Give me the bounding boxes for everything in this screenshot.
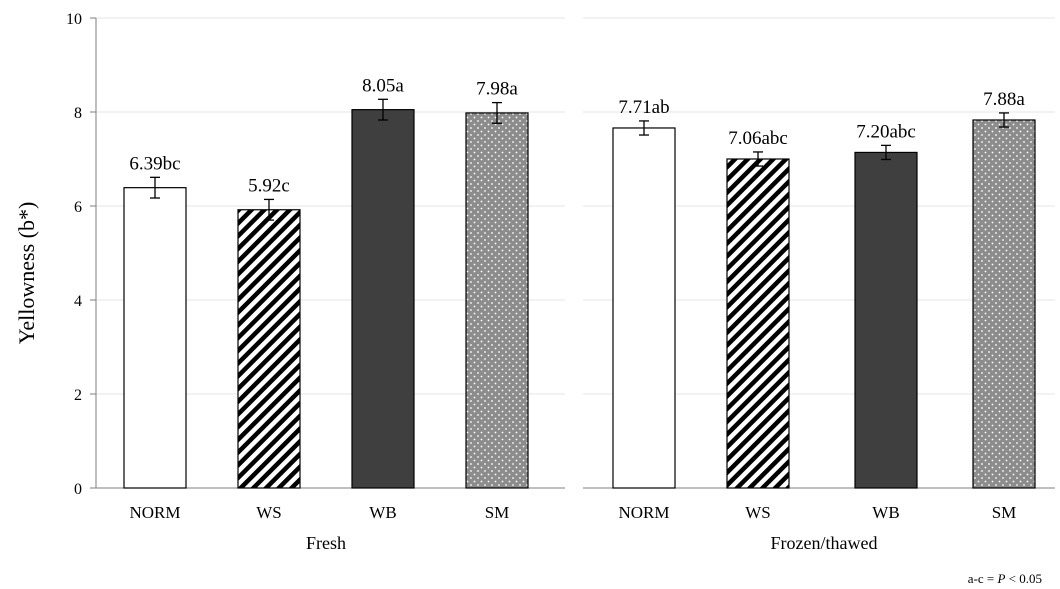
data-label: 7.06abc [728, 128, 788, 149]
y-tick-label: 10 [66, 11, 82, 28]
y-tick-label: 2 [74, 387, 82, 404]
bar-wb [854, 151, 918, 489]
y-axis-label: Yellowness (b*) [14, 202, 39, 345]
bar-wb [351, 109, 415, 489]
data-label: 7.98a [476, 79, 518, 100]
bars [123, 98, 1036, 489]
category-label: WB [369, 503, 396, 522]
category-label: WS [256, 503, 282, 522]
bar-sm [465, 112, 529, 489]
data-label: 7.88a [983, 89, 1025, 110]
bar-norm [612, 127, 676, 489]
y-tick-label: 0 [74, 481, 82, 498]
data-label: 8.05a [362, 75, 404, 96]
category-label: SM [992, 503, 1017, 522]
note-prefix: a-c = [968, 571, 998, 586]
data-label: 7.20abc [856, 121, 916, 142]
group-label: Frozen/thawed [771, 533, 878, 553]
category-label: NORM [618, 503, 669, 522]
labels: 6.39bc NORM 5.92c WS 8.05a WB 7.98a SM Fresh 7.71… [129, 75, 1025, 553]
data-label: 5.92c [248, 175, 290, 196]
y-tick-label: 6 [74, 199, 82, 216]
data-label: 7.71ab [618, 97, 669, 118]
category-label: WB [872, 503, 899, 522]
significance-note: a-c = P < 0.05 [968, 571, 1042, 586]
bar-ws [726, 158, 790, 489]
note-p: P [996, 571, 1005, 586]
bar-ws [237, 209, 301, 489]
group-label: Fresh [306, 533, 346, 553]
y-tick-label: 8 [74, 105, 82, 122]
note-suffix: < 0.05 [1005, 571, 1042, 586]
y-tick-label: 4 [74, 293, 82, 310]
bar-sm [972, 119, 1036, 489]
data-label: 6.39bc [129, 153, 180, 174]
category-label: SM [485, 503, 510, 522]
category-label: WS [745, 503, 771, 522]
bar-norm [123, 187, 187, 489]
category-label: NORM [129, 503, 180, 522]
